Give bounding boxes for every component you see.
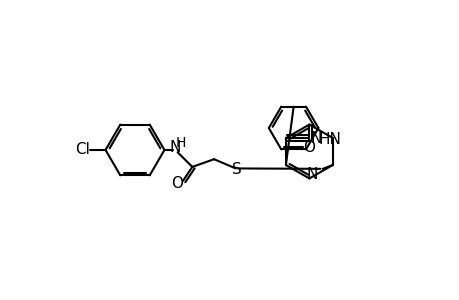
Text: O: O	[170, 176, 183, 191]
Text: HN: HN	[318, 132, 341, 147]
Text: N: N	[310, 130, 321, 146]
Text: H: H	[175, 136, 185, 150]
Text: N: N	[169, 140, 180, 155]
Text: O: O	[303, 140, 315, 155]
Text: N: N	[305, 167, 317, 182]
Text: Cl: Cl	[75, 142, 90, 158]
Text: S: S	[231, 163, 241, 178]
